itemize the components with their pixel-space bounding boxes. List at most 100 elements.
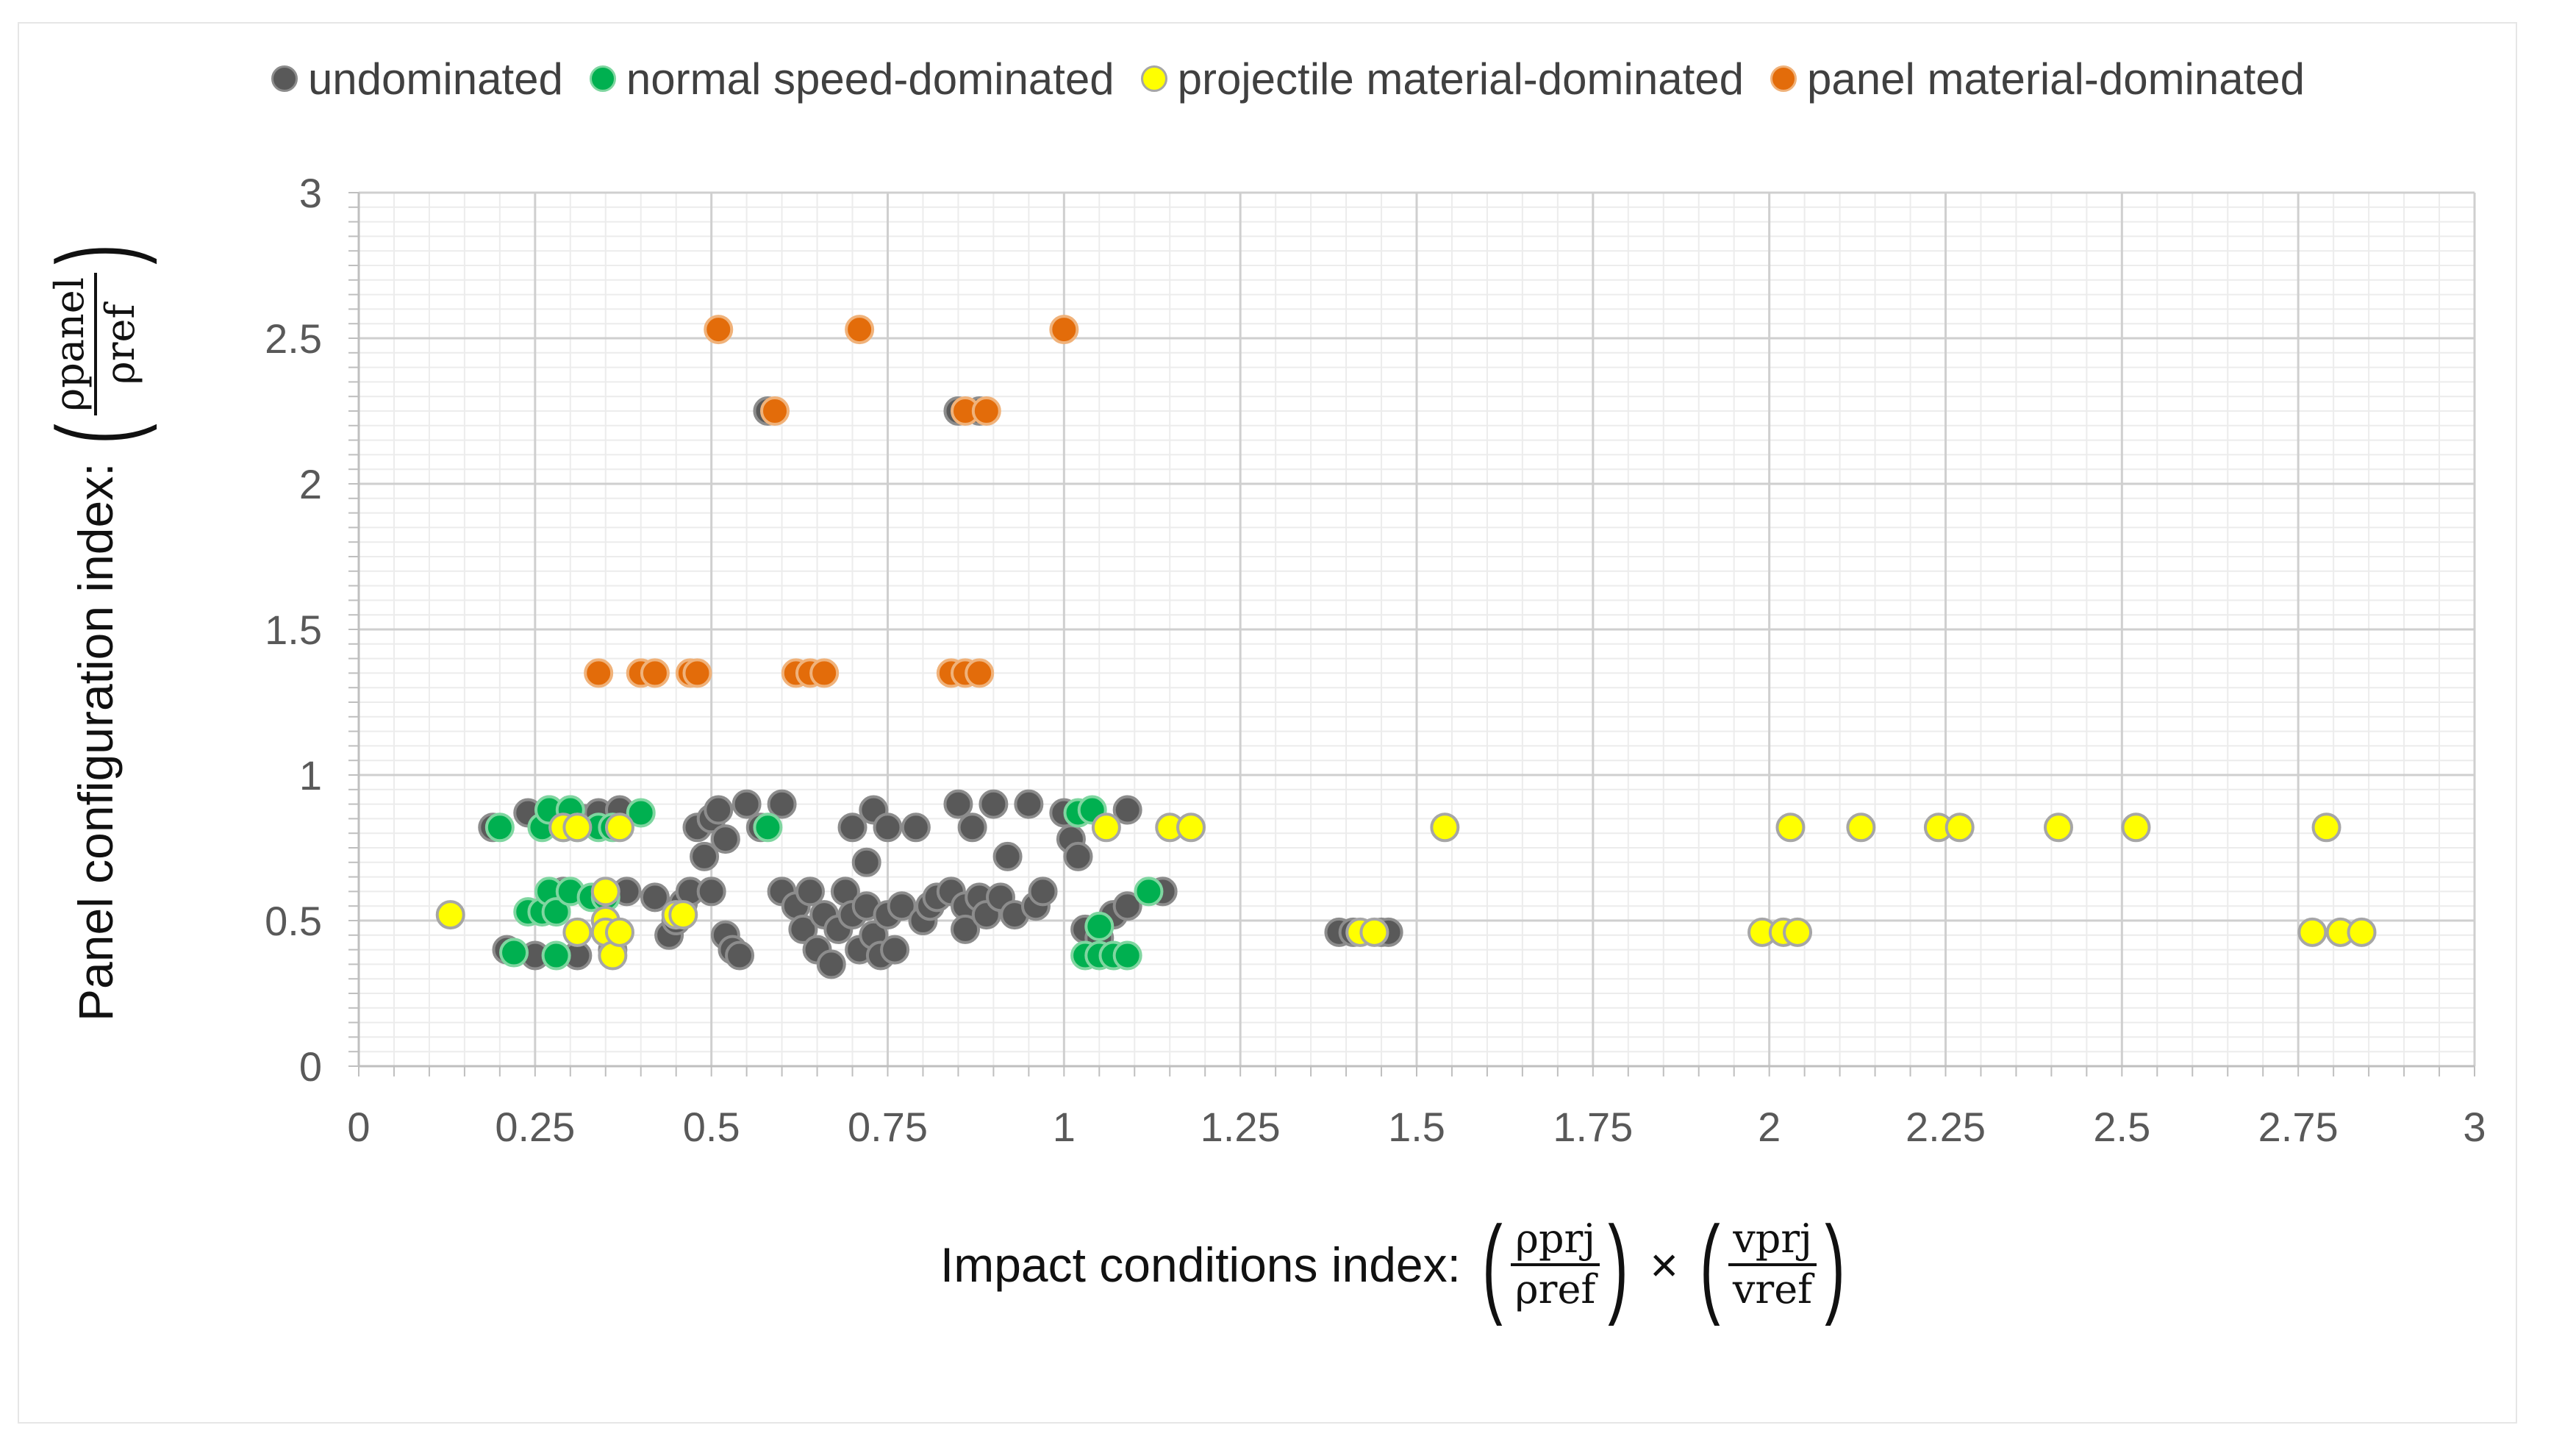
point-undominated [725,940,755,971]
point-undominated [1014,789,1044,819]
point-projectile-material-dominated [2043,813,2073,843]
point-normal-speed-dominated [1112,940,1142,971]
point-undominated [795,876,825,907]
point-normal-speed-dominated [1134,876,1164,907]
point-panel-material-dominated [640,658,670,688]
y-tick-label: 1 [299,752,322,799]
point-undominated [710,824,740,854]
point-undominated [951,914,981,944]
point-undominated [978,789,1009,819]
series-panel-material-dominated [584,315,1079,688]
point-projectile-material-dominated [1944,813,1975,843]
data-points [435,315,2377,979]
legend-label-panel-material-dominated: panel material-dominated [1806,54,2305,104]
point-normal-speed-dominated [484,813,515,843]
y-tick-label: 0.5 [265,898,322,944]
x-tick-label: 3 [2463,1104,2486,1150]
legend-item-projectile-material-dominated: projectile material-dominated [1140,54,1744,104]
point-undominated [767,789,797,819]
point-normal-speed-dominated [1084,911,1115,941]
x-axis-frac2-numerator: vprj [1728,1218,1817,1266]
y-axis-frac-denominator: ρref [97,304,143,385]
x-tick-label: 1.5 [1388,1104,1445,1150]
point-undominated [731,789,762,819]
y-tick-label: 2.5 [265,315,322,362]
legend-marker-panel-material-dominated [1770,65,1797,92]
series-projectile-material-dominated [435,813,2377,971]
point-projectile-material-dominated [1846,813,1876,843]
x-tick-label: 0.75 [848,1104,928,1150]
legend-marker-normal-speed-dominated [589,65,616,92]
y-tick-label: 3 [299,170,322,216]
x-axis-fraction-velocity: ( vprj vref ) [1700,1203,1845,1326]
point-projectile-material-dominated [2311,813,2341,843]
point-projectile-material-dominated [1091,813,1121,843]
point-projectile-material-dominated [1430,813,1460,843]
x-axis-title: Impact conditions index: ( ρprj ρref ) ×… [735,1191,2058,1338]
point-normal-speed-dominated [753,813,783,843]
y-tick-label: 0 [299,1043,322,1090]
point-undominated [788,914,818,944]
point-panel-material-dominated [971,396,1001,426]
y-tick-labels: 0 0.5 1 1.5 2 2.5 3 [265,170,322,1090]
point-projectile-material-dominated [2297,917,2328,947]
point-undominated [1112,891,1142,921]
point-normal-speed-dominated [626,798,656,828]
point-projectile-material-dominated [1783,917,1813,947]
y-tick-label: 2 [299,461,322,507]
legend-label-normal-speed-dominated: normal speed-dominated [626,54,1115,104]
point-panel-material-dominated [760,396,790,426]
point-projectile-material-dominated [668,900,698,930]
x-tick-label: 1 [1053,1104,1076,1150]
x-axis-title-prefix: Impact conditions index: [940,1238,1461,1292]
legend-marker-undominated [271,65,298,92]
y-axis-fraction: ( ρpanel ρref ) [34,244,157,445]
x-tick-label: 0.25 [495,1104,575,1150]
x-axis-operator: × [1650,1238,1678,1292]
point-panel-material-dominated [809,658,840,688]
point-undominated [992,841,1023,871]
legend-label-undominated: undominated [307,54,563,104]
chart-frame [18,22,2517,1424]
point-projectile-material-dominated [2347,917,2377,947]
x-tick-label: 1.75 [1553,1104,1633,1150]
x-tick-label: 2.5 [2093,1104,2150,1150]
x-axis-fraction-density: ( ρprj ρref ) [1482,1203,1629,1326]
point-undominated [943,789,973,819]
point-projectile-material-dominated [604,917,634,947]
point-projectile-material-dominated [1176,813,1206,843]
point-undominated [1063,841,1093,871]
point-panel-material-dominated [682,658,712,688]
point-projectile-material-dominated [562,813,593,843]
point-projectile-material-dominated [1359,917,1389,947]
point-undominated [837,813,867,843]
point-undominated [1028,876,1058,907]
legend-marker-projectile-material-dominated [1140,65,1167,92]
y-tick-label: 1.5 [265,607,322,653]
point-projectile-material-dominated [2121,813,2151,843]
point-undominated [690,841,720,871]
point-projectile-material-dominated [604,813,634,843]
legend-item-panel-material-dominated: panel material-dominated [1770,54,2305,104]
point-undominated [880,935,910,965]
point-undominated [901,813,931,843]
y-axis-title-prefix: Panel configuration index: [68,463,123,1021]
point-projectile-material-dominated [590,876,620,907]
x-axis-frac1-numerator: ρprj [1511,1218,1600,1266]
x-tick-label: 0 [347,1104,370,1150]
x-tick-label: 2.25 [1906,1104,1986,1150]
y-axis-frac-numerator: ρpanel [46,272,97,416]
point-undominated [851,847,881,877]
point-undominated [816,949,846,979]
point-undominated [640,882,670,913]
point-normal-speed-dominated [541,940,571,971]
point-undominated [704,795,734,825]
point-projectile-material-dominated [562,917,593,947]
x-tick-label: 0.5 [683,1104,740,1150]
point-normal-speed-dominated [499,938,529,968]
point-panel-material-dominated [584,658,614,688]
legend-item-undominated: undominated [271,54,563,104]
x-axis-frac1-denominator: ρref [1514,1266,1596,1312]
point-panel-material-dominated [704,315,734,345]
x-tick-label: 2.75 [2258,1104,2339,1150]
